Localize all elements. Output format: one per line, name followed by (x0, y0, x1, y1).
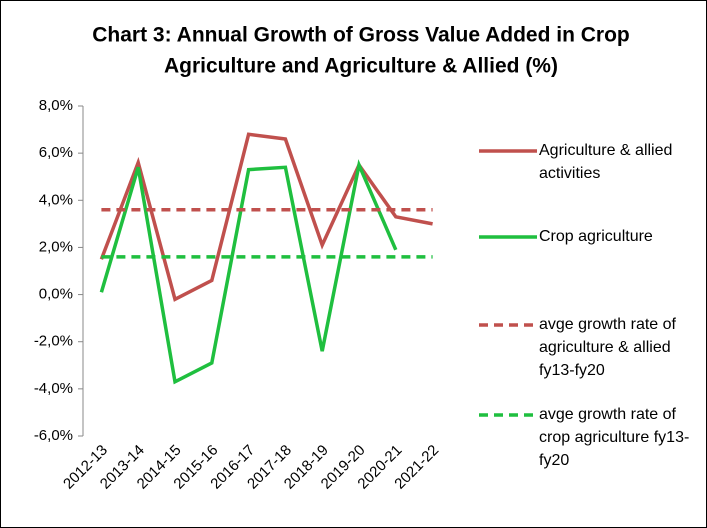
y-tick-label: 2,0% (39, 238, 73, 255)
y-tick-label: -4,0% (34, 380, 73, 397)
y-tick-label: -6,0% (34, 427, 73, 444)
legend-label: Agriculture & allied activities (539, 142, 673, 182)
series-line (99, 159, 398, 385)
legend-label: avge growth rate of crop agriculture fy1… (539, 406, 690, 469)
legend-label: avge growth rate of agriculture & allied… (539, 316, 676, 379)
chart-title: Agriculture and Agriculture & Allied (%) (164, 55, 558, 78)
y-tick-label: 6,0% (39, 144, 73, 161)
y-tick-label: 8,0% (39, 97, 73, 114)
chart-title: Chart 3: Annual Growth of Gross Value Ad… (92, 24, 629, 47)
series-line (99, 132, 433, 302)
y-tick-label: -2,0% (34, 333, 73, 350)
legend-label: Crop agriculture (539, 228, 653, 245)
y-tick-label: 0,0% (39, 286, 73, 303)
y-tick-label: 4,0% (39, 191, 73, 208)
